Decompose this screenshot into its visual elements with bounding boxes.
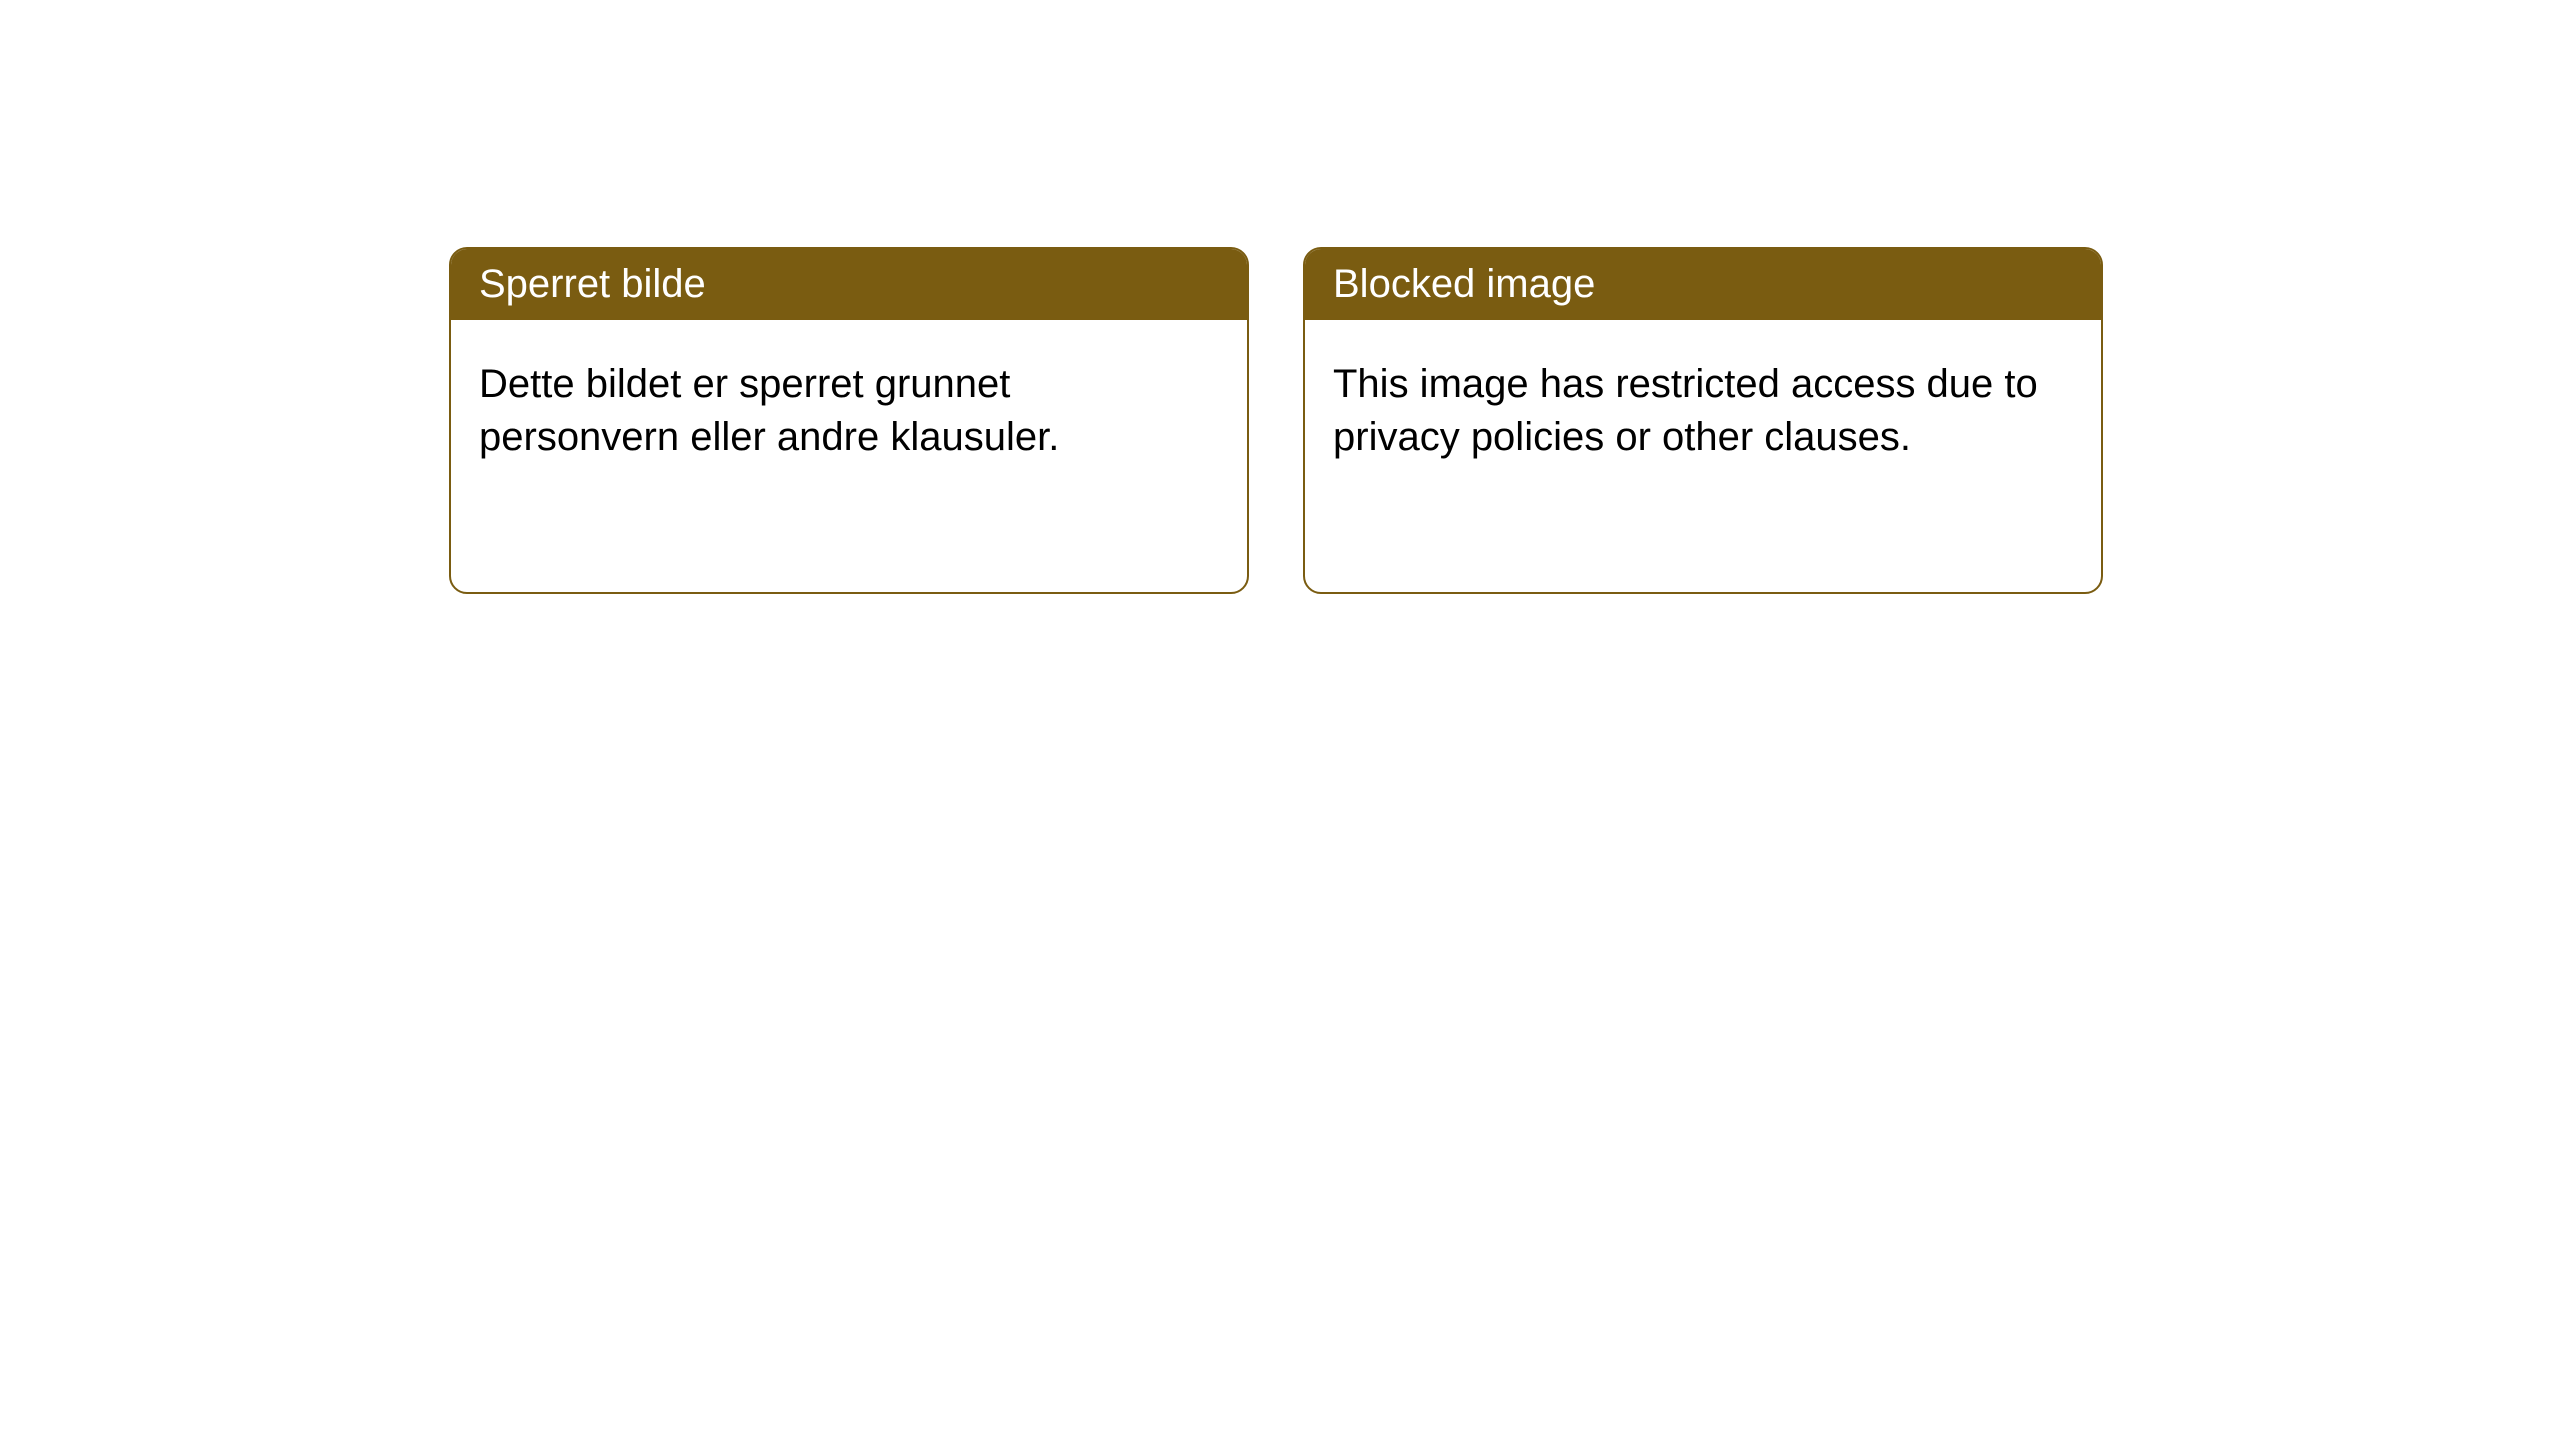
card-title: Sperret bilde <box>479 262 706 306</box>
card-header: Sperret bilde <box>451 249 1247 320</box>
blocked-image-card-no: Sperret bilde Dette bildet er sperret gr… <box>449 247 1249 594</box>
card-header: Blocked image <box>1305 249 2101 320</box>
card-body: Dette bildet er sperret grunnet personve… <box>451 320 1247 592</box>
card-title: Blocked image <box>1333 262 1595 306</box>
card-body: This image has restricted access due to … <box>1305 320 2101 592</box>
card-text: This image has restricted access due to … <box>1333 358 2073 464</box>
notice-cards-row: Sperret bilde Dette bildet er sperret gr… <box>449 247 2103 594</box>
blocked-image-card-en: Blocked image This image has restricted … <box>1303 247 2103 594</box>
card-text: Dette bildet er sperret grunnet personve… <box>479 358 1219 464</box>
